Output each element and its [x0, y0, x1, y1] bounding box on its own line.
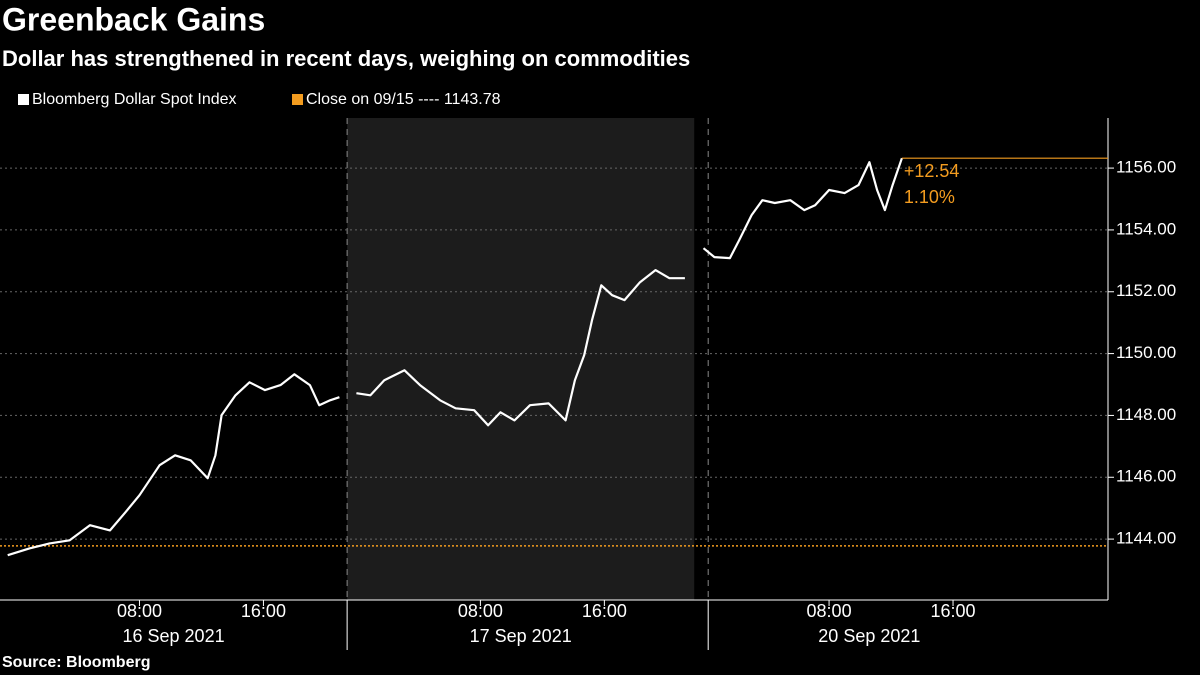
- legend-label: Bloomberg Dollar Spot Index: [32, 91, 237, 108]
- x-tick-label: 08:00: [458, 601, 503, 621]
- chart-title: Greenback Gains: [2, 1, 265, 37]
- y-tick-label: 1152.00: [1116, 281, 1176, 300]
- change-percent-label: 1.10%: [904, 187, 955, 207]
- y-tick-label: 1150.00: [1116, 343, 1176, 362]
- session-shade: [347, 118, 695, 600]
- y-tick-label: 1148.00: [1116, 405, 1176, 424]
- y-tick-label: 1144.00: [1116, 529, 1176, 548]
- date-label: 20 Sep 2021: [818, 626, 920, 646]
- date-label: 16 Sep 2021: [123, 626, 225, 646]
- x-tick-label: 08:00: [117, 601, 162, 621]
- date-label: 17 Sep 2021: [470, 626, 572, 646]
- x-tick-label: 16:00: [931, 601, 976, 621]
- change-label: +12.54: [904, 161, 960, 181]
- x-tick-label: 16:00: [582, 601, 627, 621]
- y-tick-label: 1146.00: [1116, 467, 1176, 486]
- y-tick-label: 1156.00: [1116, 158, 1176, 177]
- legend-label: Close on 09/15 ---- 1143.78: [306, 91, 501, 108]
- y-tick-label: 1154.00: [1116, 219, 1176, 238]
- x-tick-label: 08:00: [807, 601, 852, 621]
- legend-swatch: [292, 94, 303, 105]
- chart-subtitle: Dollar has strengthened in recent days, …: [2, 46, 690, 71]
- source: Source: Bloomberg: [2, 654, 150, 671]
- legend-swatch: [18, 94, 29, 105]
- series-line: [7, 157, 903, 557]
- x-tick-label: 16:00: [241, 601, 286, 621]
